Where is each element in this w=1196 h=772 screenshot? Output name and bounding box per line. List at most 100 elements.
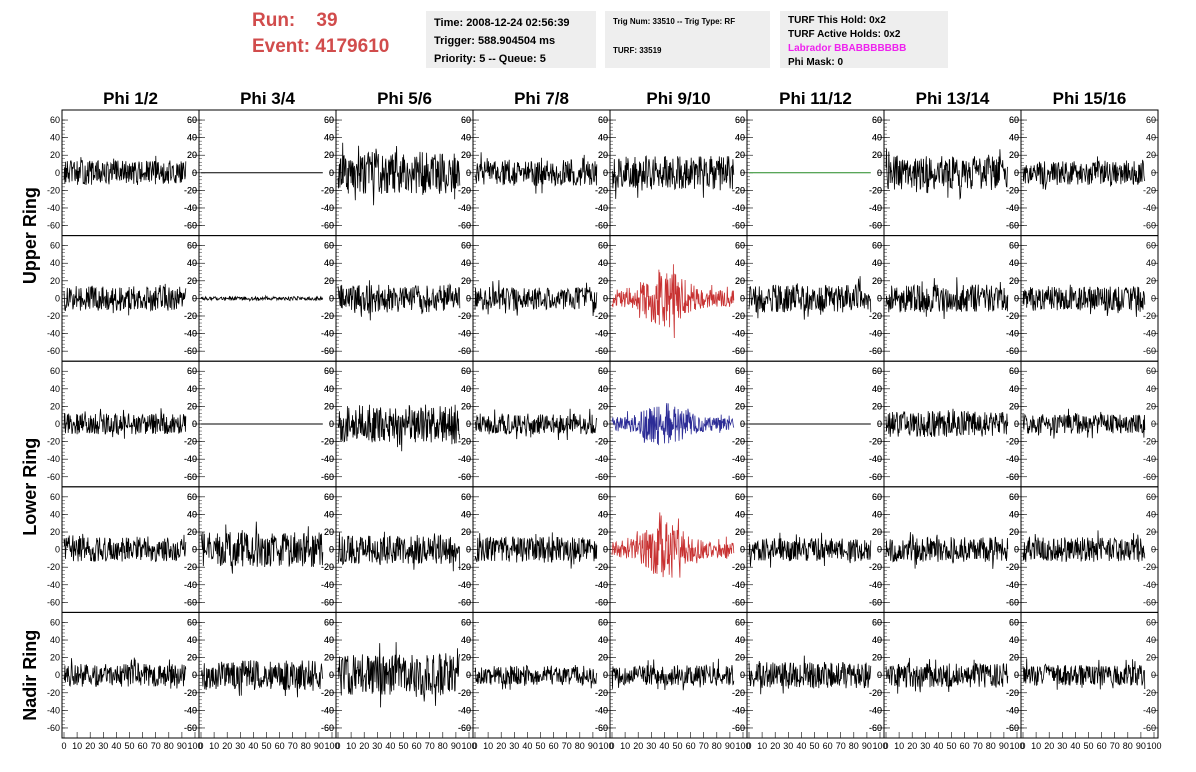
y-tick-label: 60 (872, 115, 882, 125)
y-tick-label: 20 (872, 653, 882, 663)
x-tick-label: 50 (1083, 741, 1093, 751)
y-tick-label: -20 (595, 311, 608, 321)
y-tick-label: 20 (598, 401, 608, 411)
y-tick-label: -40 (321, 454, 334, 464)
y-tick-label: 20 (187, 276, 197, 286)
y-tick-label: 0 (740, 545, 745, 555)
y-tick-label: 20 (461, 401, 471, 411)
y-tick-label: 20 (598, 527, 608, 537)
waveform-trace (748, 532, 872, 568)
y-tick-label: 0 (192, 670, 197, 680)
y-tick-label: -40 (321, 454, 334, 464)
x-tick-label: 100 (735, 741, 750, 751)
y-tick-label: 60 (598, 115, 608, 125)
y-tick-label: 20 (324, 653, 334, 663)
y-tick-label: 60 (1009, 492, 1019, 502)
y-tick-label: 40 (50, 635, 60, 645)
y-tick-label: -20 (47, 311, 60, 321)
y-tick-label: 60 (461, 115, 471, 125)
y-tick-label: -20 (458, 185, 471, 195)
y-tick-label: -60 (458, 723, 471, 733)
x-tick-label: 80 (1123, 741, 1133, 751)
y-tick-label: -20 (595, 185, 608, 195)
y-tick-label: -40 (321, 329, 334, 339)
y-tick-label: 60 (324, 617, 334, 627)
y-tick-label: 0 (329, 168, 334, 178)
y-tick-label: -60 (1143, 221, 1156, 231)
y-tick-label: -60 (869, 597, 882, 607)
y-tick-label: -20 (321, 185, 334, 195)
y-tick-label: -20 (184, 185, 197, 195)
y-tick-label: 40 (735, 258, 745, 268)
y-tick-label: -20 (1006, 437, 1019, 447)
y-tick-label: 0 (192, 419, 197, 429)
x-tick-label: 90 (177, 741, 187, 751)
y-tick-label: 20 (50, 653, 60, 663)
y-tick-label: -60 (47, 472, 60, 482)
x-tick-label: 70 (425, 741, 435, 751)
y-tick-label: 0 (603, 293, 608, 303)
y-tick-label: -40 (184, 580, 197, 590)
y-tick-label: -60 (47, 346, 60, 356)
x-tick-label: 70 (151, 741, 161, 751)
y-tick-label: 40 (735, 384, 745, 394)
y-tick-label: 0 (740, 670, 745, 680)
x-tick-label: 90 (451, 741, 461, 751)
y-tick-label: 40 (1146, 258, 1156, 268)
y-tick-label: -60 (1006, 221, 1019, 231)
y-tick-label: -60 (458, 597, 471, 607)
y-tick-label: -40 (1006, 705, 1019, 715)
y-tick-label: -40 (1006, 580, 1019, 590)
y-tick-label: 0 (1151, 293, 1156, 303)
y-tick-label: 60 (324, 366, 334, 376)
waveform-trace (885, 408, 1009, 438)
y-tick-label: -20 (869, 437, 882, 447)
y-tick-label: 60 (50, 115, 60, 125)
y-tick-label: 40 (735, 133, 745, 143)
y-tick-label: -60 (1006, 723, 1019, 733)
y-tick-label: 20 (735, 401, 745, 411)
x-tick-label: 20 (359, 741, 369, 751)
y-tick-label: -60 (1006, 346, 1019, 356)
x-tick-label: 60 (138, 741, 148, 751)
y-tick-label: -40 (184, 329, 197, 339)
y-tick-label: 0 (466, 419, 471, 429)
y-tick-label: -20 (1006, 688, 1019, 698)
time-info-panel: Time: 2008-12-24 02:56:39 Trigger: 588.9… (426, 11, 596, 68)
x-tick-label: 10 (346, 741, 356, 751)
waveform-trace (1022, 530, 1146, 562)
y-tick-label: 40 (735, 635, 745, 645)
y-tick-label: 20 (324, 401, 334, 411)
y-tick-label: 0 (740, 293, 745, 303)
y-tick-label: -20 (458, 437, 471, 447)
y-tick-label: 40 (461, 509, 471, 519)
y-tick-label: -60 (184, 472, 197, 482)
x-tick-label: 0 (61, 741, 66, 751)
y-tick-label: 20 (598, 150, 608, 160)
y-tick-label: -20 (1143, 688, 1156, 698)
turf-this-hold-text: TURF This Hold: 0x2 (788, 15, 886, 26)
y-tick-label: 20 (1009, 653, 1019, 663)
y-tick-label: -20 (184, 437, 197, 447)
y-tick-label: 0 (1014, 293, 1019, 303)
y-tick-label: -60 (184, 221, 197, 231)
waveform-trace (63, 657, 187, 689)
y-tick-label: -40 (732, 329, 745, 339)
y-tick-label: 40 (324, 258, 334, 268)
y-tick-label: 40 (872, 258, 882, 268)
y-tick-label: -60 (458, 346, 471, 356)
y-tick-label: 60 (187, 492, 197, 502)
waveform-trace (1022, 408, 1146, 439)
x-tick-label: 60 (960, 741, 970, 751)
y-tick-label: 60 (1009, 617, 1019, 627)
x-tick-label: 0 (883, 741, 888, 751)
y-tick-label: 0 (466, 545, 471, 555)
y-tick-label: 0 (603, 545, 608, 555)
y-tick-label: -20 (1006, 562, 1019, 572)
y-tick-label: -20 (1006, 185, 1019, 195)
y-tick-label: 60 (872, 366, 882, 376)
y-tick-label: -60 (1143, 346, 1156, 356)
y-tick-label: -60 (458, 597, 471, 607)
y-tick-label: 20 (872, 527, 882, 537)
y-tick-label: 40 (324, 133, 334, 143)
